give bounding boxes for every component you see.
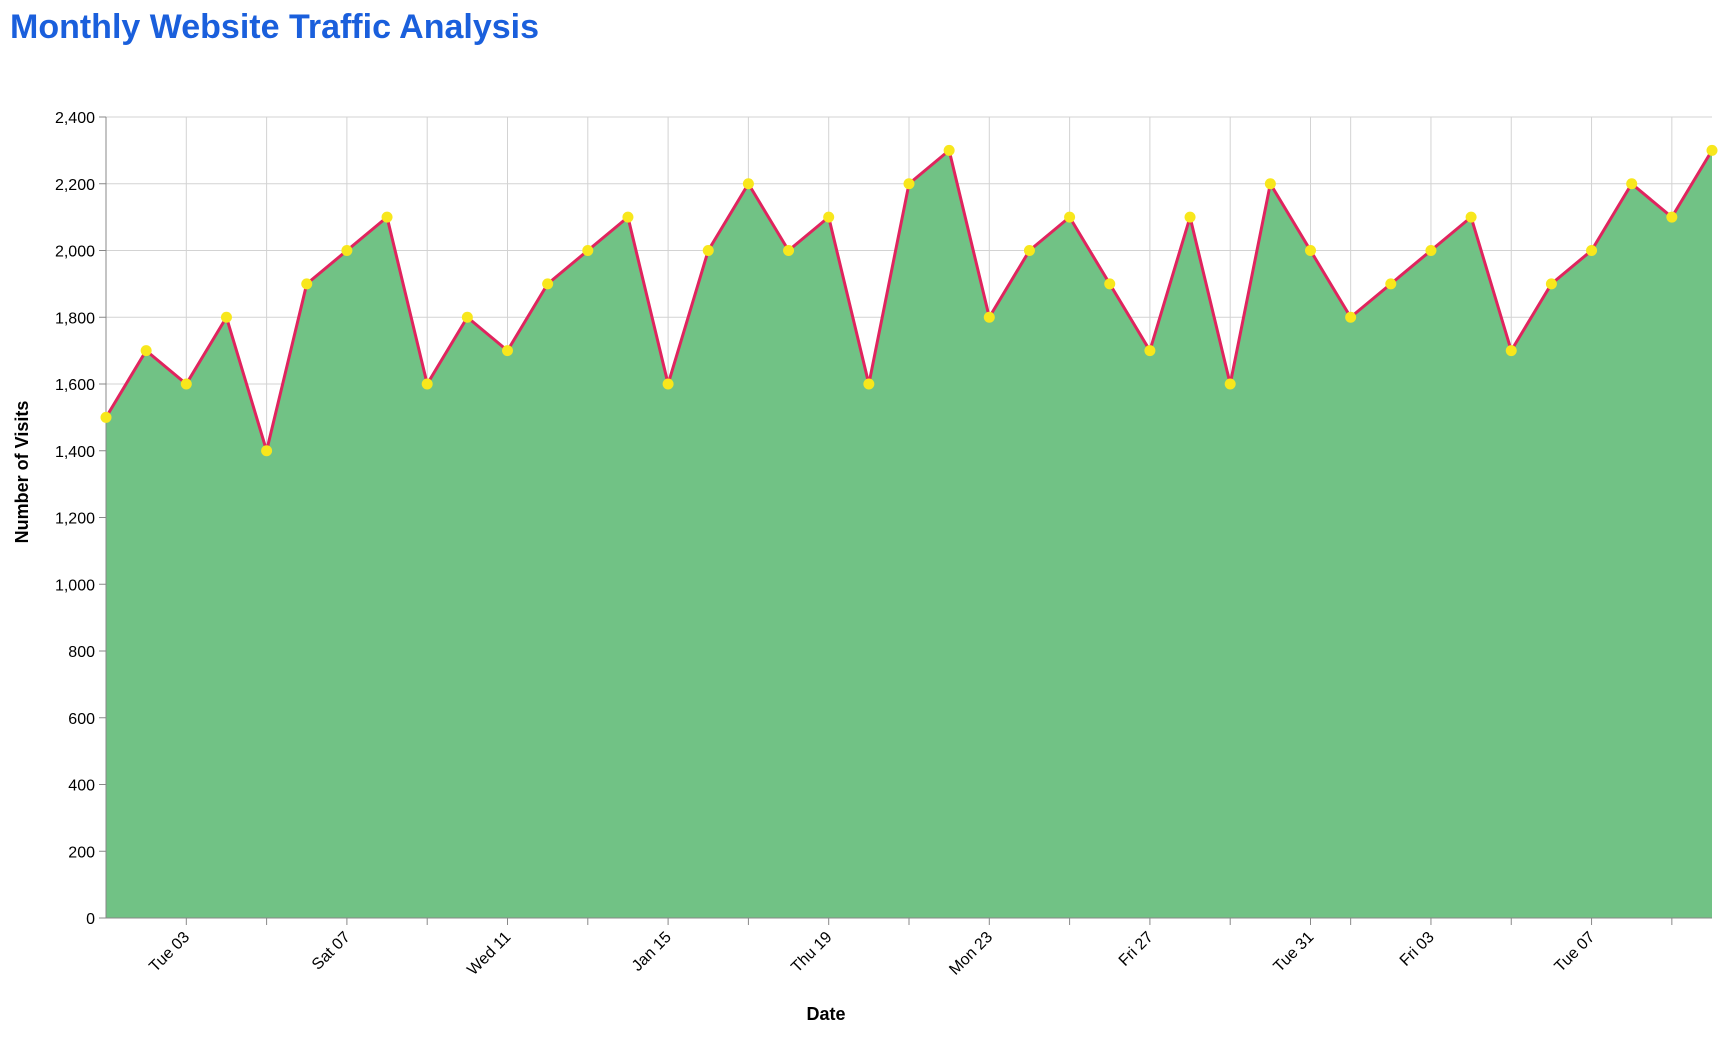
data-point	[1626, 178, 1638, 190]
data-point	[220, 311, 232, 323]
x-tick-label: Wed 11	[464, 929, 514, 979]
y-tick-label: 600	[68, 711, 95, 728]
x-tick-label: Sat 07	[309, 929, 354, 974]
data-point	[1305, 245, 1316, 256]
data-point	[903, 178, 915, 190]
y-tick-label: 1,200	[55, 511, 95, 528]
y-tick-label: 1,000	[55, 577, 95, 594]
data-point	[261, 445, 273, 457]
data-point	[381, 211, 393, 223]
data-point	[100, 411, 112, 423]
x-tick-label: Tue 03	[146, 929, 193, 976]
data-point	[1264, 178, 1276, 190]
y-tick-label: 800	[68, 644, 95, 661]
y-tick-label: 1,400	[55, 444, 95, 461]
x-tick-label: Fri 27	[1116, 929, 1157, 970]
data-point	[863, 378, 875, 390]
data-points	[100, 144, 1718, 457]
y-tick-label: 1,800	[55, 310, 95, 327]
data-point	[1144, 345, 1156, 357]
data-point	[983, 311, 995, 323]
x-tick-label: Jan 15	[629, 929, 675, 975]
data-point	[1586, 245, 1598, 256]
data-point	[140, 345, 152, 357]
data-point	[341, 245, 353, 256]
data-point	[1104, 278, 1116, 290]
data-point	[943, 144, 955, 156]
data-point	[702, 245, 714, 256]
area-fill	[106, 150, 1712, 918]
x-tick-label: Thu 19	[788, 929, 835, 976]
x-tick-label: Mon 23	[946, 929, 996, 979]
data-point	[622, 211, 634, 223]
data-point	[1064, 211, 1076, 223]
data-point	[180, 378, 192, 390]
y-tick-label: 200	[68, 844, 95, 861]
y-tick-label: 2,200	[55, 177, 95, 194]
data-point	[783, 245, 795, 256]
chart-title: Monthly Website Traffic Analysis	[10, 8, 539, 46]
data-point	[1706, 144, 1718, 156]
data-point	[502, 345, 513, 357]
data-point	[542, 278, 554, 290]
data-point	[1465, 211, 1477, 223]
data-point	[1545, 278, 1557, 290]
data-point	[662, 378, 674, 390]
data-point	[742, 178, 754, 190]
data-point	[1425, 245, 1437, 256]
data-point	[582, 245, 594, 256]
y-tick-label: 400	[68, 778, 95, 795]
data-point	[1505, 345, 1517, 357]
x-tick-label: Tue 31	[1271, 929, 1318, 976]
y-tick-label: 2,000	[55, 244, 95, 261]
data-point	[461, 311, 473, 323]
data-point	[421, 378, 433, 390]
data-point	[1023, 245, 1035, 256]
y-tick-label: 2,400	[55, 110, 95, 127]
data-point	[301, 278, 313, 290]
data-point	[1224, 378, 1236, 390]
data-point	[823, 211, 835, 223]
data-point	[1345, 311, 1357, 323]
data-point	[1385, 278, 1397, 290]
area-layer	[104, 148, 1714, 918]
data-point	[1666, 211, 1678, 223]
y-tick-label: 0	[86, 911, 95, 928]
x-tick-label: Fri 03	[1397, 929, 1438, 970]
x-axis-title: Date	[806, 1004, 845, 1024]
data-point	[1184, 211, 1196, 223]
x-tick-label: Tue 07	[1552, 929, 1599, 976]
y-tick-label: 1,600	[55, 377, 95, 394]
y-axis-title: Number of Visits	[12, 401, 32, 544]
